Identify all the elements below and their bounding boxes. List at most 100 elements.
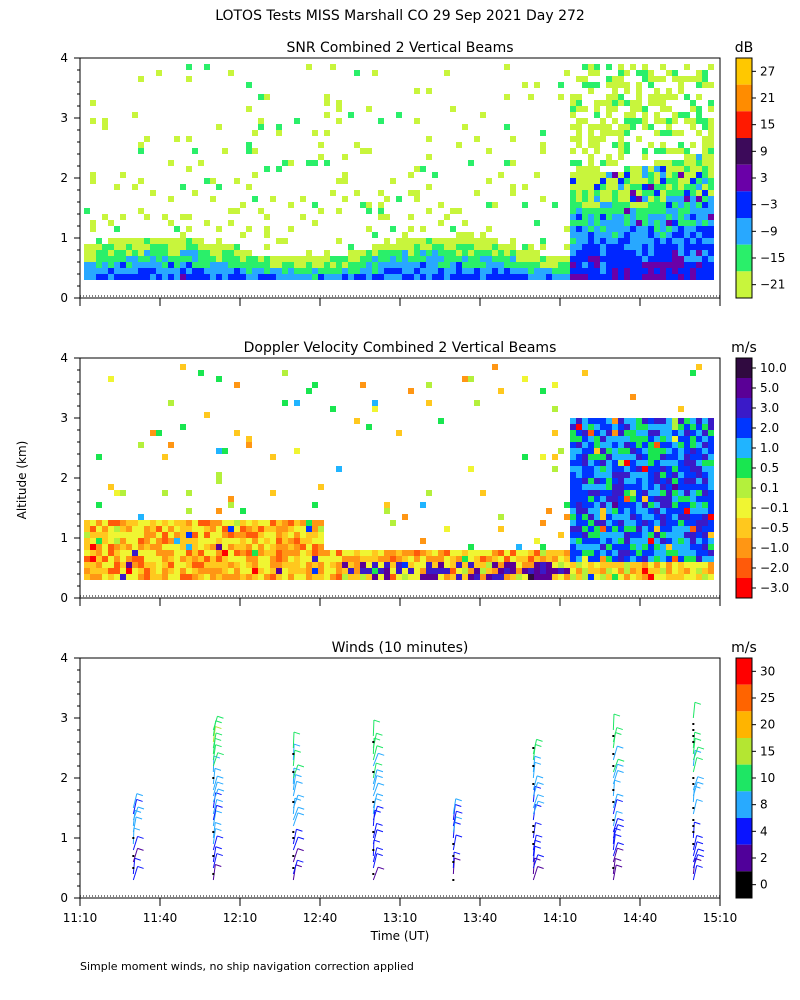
doppler-cell <box>630 526 636 532</box>
snr-cell <box>708 220 714 226</box>
doppler-cell <box>264 568 270 574</box>
doppler-cell <box>588 538 594 544</box>
doppler-cell <box>654 502 660 508</box>
colorbar-label: 30 <box>760 664 775 678</box>
doppler-cell <box>486 562 492 568</box>
doppler-cell <box>396 550 402 556</box>
doppler-cell <box>102 556 108 562</box>
doppler-cell <box>696 436 702 442</box>
snr-cell <box>162 244 168 250</box>
doppler-cell <box>594 538 600 544</box>
wind-barb-flag <box>537 800 545 804</box>
snr-cell <box>636 178 642 184</box>
snr-cell <box>132 274 138 280</box>
snr-cell <box>390 268 396 274</box>
doppler-cell <box>414 550 420 556</box>
snr-cell <box>642 124 648 130</box>
snr-cell <box>156 250 162 256</box>
doppler-cell <box>708 502 714 508</box>
snr-cell <box>426 238 432 244</box>
snr-cell <box>696 220 702 226</box>
doppler-cell <box>582 478 588 484</box>
doppler-cell <box>348 562 354 568</box>
doppler-cell <box>486 568 492 574</box>
wind-barb-shaft <box>292 829 297 845</box>
snr-cell <box>486 148 492 154</box>
doppler-cell <box>552 562 558 568</box>
doppler-cell <box>654 466 660 472</box>
doppler-cell <box>672 574 678 580</box>
snr-cell <box>696 208 702 214</box>
snr-cell <box>348 250 354 256</box>
snr-cell <box>330 190 336 196</box>
doppler-cell <box>672 568 678 574</box>
doppler-cell <box>474 574 480 580</box>
snr-cell <box>582 256 588 262</box>
snr-cell <box>234 274 240 280</box>
doppler-cell <box>570 448 576 454</box>
doppler-cell <box>342 562 348 568</box>
snr-cell <box>672 256 678 262</box>
doppler-cell <box>108 520 114 526</box>
doppler-cell <box>576 562 582 568</box>
snr-cell <box>708 82 714 88</box>
snr-cell <box>378 262 384 268</box>
wind-barb-shaft <box>372 782 379 797</box>
doppler-cell <box>558 568 564 574</box>
snr-cell <box>684 250 690 256</box>
wind-calm-dot <box>452 879 455 881</box>
doppler-cell <box>204 412 210 418</box>
doppler-cell <box>648 490 654 496</box>
doppler-cell <box>156 562 162 568</box>
doppler-cell <box>630 556 636 562</box>
doppler-cell <box>228 568 234 574</box>
wind-barb-shaft <box>372 829 378 845</box>
wind-barb-flag <box>297 764 305 768</box>
snr-cell <box>696 226 702 232</box>
snr-cell <box>150 190 156 196</box>
snr-cell <box>588 262 594 268</box>
doppler-cell <box>618 502 624 508</box>
doppler-cell <box>648 574 654 580</box>
doppler-cell <box>666 418 672 424</box>
doppler-cell <box>594 532 600 538</box>
snr-cell <box>618 124 624 130</box>
snr-cell <box>186 64 192 70</box>
doppler-cell <box>270 574 276 580</box>
colorbar-label: −15 <box>760 251 785 265</box>
snr-cell <box>636 214 642 220</box>
snr-cell <box>582 106 588 112</box>
snr-cell <box>690 160 696 166</box>
wind-barb-flag <box>294 749 301 753</box>
doppler-cell <box>570 484 576 490</box>
snr-cell <box>384 268 390 274</box>
snr-cell <box>294 274 300 280</box>
snr-cell <box>642 64 648 70</box>
doppler-cell <box>600 514 606 520</box>
snr-cell <box>600 214 606 220</box>
snr-cell <box>450 262 456 268</box>
doppler-cell <box>576 436 582 442</box>
snr-cell <box>522 250 528 256</box>
doppler-cell <box>96 502 102 508</box>
doppler-cell <box>366 550 372 556</box>
doppler-cell <box>366 556 372 562</box>
doppler-cell <box>582 526 588 532</box>
wind-calm-dot <box>212 873 215 875</box>
snr-cell <box>594 106 600 112</box>
snr-cell <box>636 238 642 244</box>
doppler-cell <box>594 466 600 472</box>
doppler-cell <box>216 526 222 532</box>
footnote: Simple moment winds, no ship navigation … <box>80 960 414 973</box>
snr-cell <box>624 262 630 268</box>
snr-cell <box>426 208 432 214</box>
doppler-cell <box>642 478 648 484</box>
wind-barb-shaft <box>292 750 296 767</box>
snr-cell <box>594 178 600 184</box>
snr-cell <box>216 226 222 232</box>
y-tick-label: 1 <box>60 831 68 845</box>
snr-cell <box>180 214 186 220</box>
snr-cell <box>666 118 672 124</box>
doppler-cell <box>114 532 120 538</box>
snr-cell <box>102 262 108 268</box>
